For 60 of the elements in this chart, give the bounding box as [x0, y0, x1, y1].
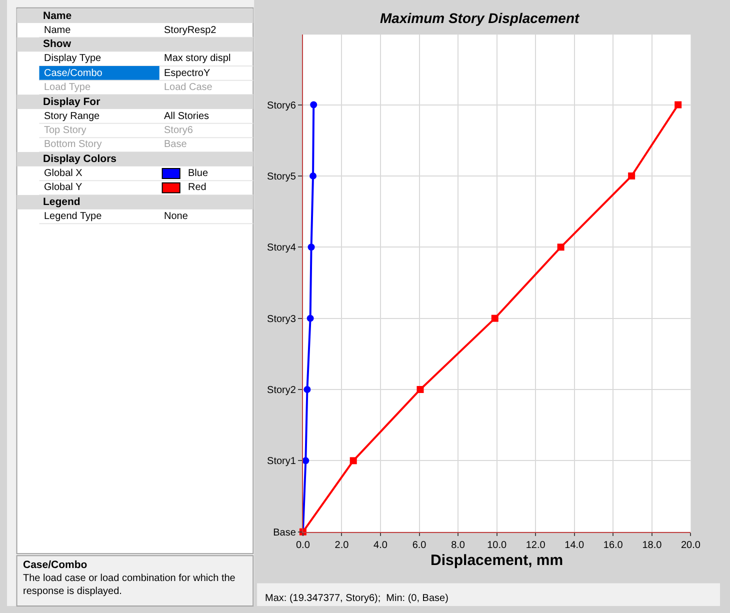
text: EspectroY — [164, 68, 210, 79]
text: Max story displ — [164, 53, 231, 64]
text: Legend — [43, 196, 80, 208]
point — [491, 314, 498, 322]
text: Load Type — [44, 82, 91, 93]
x-tick-label: 10.0 — [487, 540, 507, 551]
y-tick-label: Story5 — [267, 171, 296, 182]
text: Name — [43, 10, 72, 22]
point — [350, 457, 357, 464]
text: Bottom Story — [44, 139, 102, 150]
text: StoryResp2 — [164, 25, 217, 36]
y-tick-label: Story3 — [267, 314, 296, 325]
y-tick-label: Story4 — [267, 242, 296, 254]
text: None — [164, 211, 188, 222]
point — [306, 314, 314, 322]
point — [557, 244, 564, 251]
text: Red — [188, 182, 206, 193]
point — [628, 172, 636, 180]
text: Display Type — [44, 53, 102, 64]
x-tick-label: 6.0 — [412, 540, 427, 551]
text: Load Case — [164, 82, 213, 93]
text: Base — [164, 139, 188, 150]
text: Blue — [188, 168, 208, 179]
text: Case/Combo — [23, 559, 88, 571]
x-tick-label: 4.0 — [374, 540, 388, 551]
text: Global X — [44, 168, 83, 179]
text: Max: (19.347377, Story6); Min: (0, Base) — [265, 593, 448, 604]
text: Top Story — [44, 125, 86, 136]
text: Story6 — [164, 125, 194, 136]
text: Name — [44, 25, 72, 36]
y-tick-label: Story2 — [267, 385, 296, 396]
point — [310, 101, 318, 108]
point — [302, 457, 310, 464]
x-tick-label: 12.0 — [526, 540, 546, 551]
point — [310, 172, 317, 180]
text: Show — [43, 38, 72, 50]
x-tick-label: 2.0 — [334, 540, 350, 551]
x-tick-label: 14.0 — [564, 540, 585, 551]
x-axis-title: Displacement, mm — [430, 552, 564, 569]
text: Story Range — [44, 111, 100, 122]
chart-title: Maximum Story Displacement — [380, 10, 581, 26]
text: Display For — [43, 96, 100, 108]
y-tick-label: Story6 — [267, 100, 296, 112]
x-tick-label: 18.0 — [642, 540, 662, 551]
point — [304, 386, 311, 393]
text: Case/Combo — [44, 68, 103, 79]
point — [674, 101, 682, 108]
x-tick-label: 0.0 — [296, 540, 310, 551]
text: Display Colors — [43, 153, 117, 165]
point — [308, 244, 315, 251]
x-tick-label: 16.0 — [603, 540, 624, 551]
point — [416, 386, 424, 393]
y-tick-label: Base — [273, 527, 296, 538]
text: Global Y — [44, 182, 83, 193]
y-tick-label: Story1 — [267, 456, 296, 468]
x-tick-label: 20.0 — [680, 540, 701, 551]
text: The load case or load combination for which the response is displayed. — [23, 573, 236, 597]
text: All Stories — [164, 111, 210, 122]
text: Legend Type — [44, 211, 102, 222]
x-tick-label: 8.0 — [451, 540, 466, 551]
